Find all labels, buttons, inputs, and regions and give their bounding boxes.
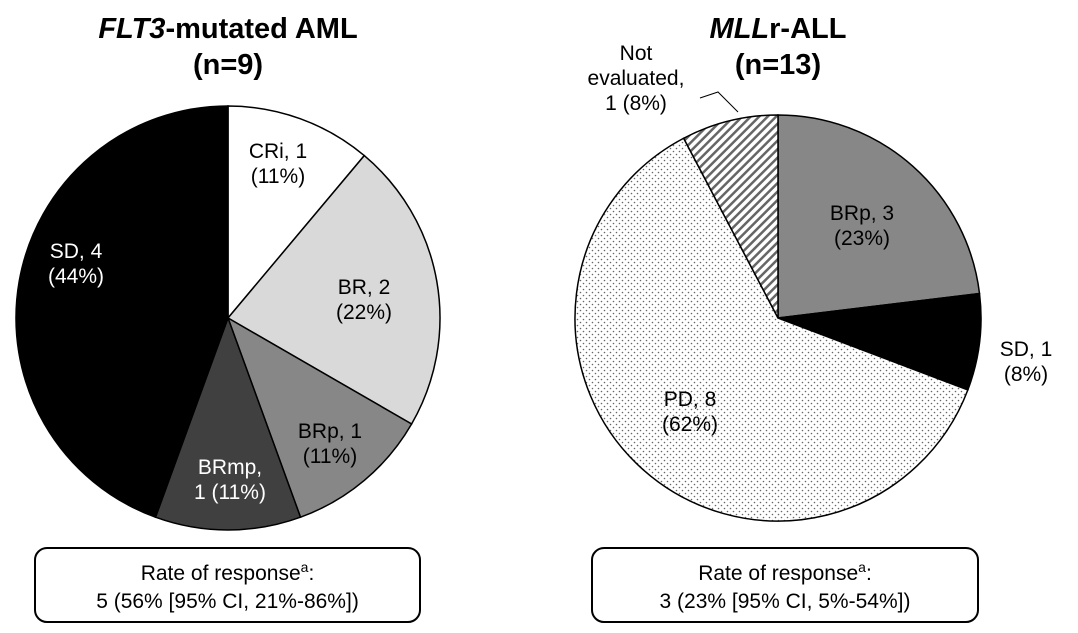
chart-title: FLT3-mutated AML (n=9) <box>98 13 357 81</box>
pie-slice <box>777 114 981 319</box>
footnote-box <box>34 547 421 623</box>
slice-label: BR, 2 (22%) <box>336 276 392 324</box>
subtitle: (n=9) <box>193 49 263 81</box>
footnote: Rate of responsea: 5 (56% [95% CI, 21%-86… <box>96 559 359 613</box>
footnote-suffix: : <box>866 562 872 585</box>
pie-slice <box>226 316 413 519</box>
subtitle: (n=13) <box>735 49 821 81</box>
pie-slice <box>154 315 302 531</box>
footnote-text: 5 (56% [95% CI, 21%-86%]) <box>96 590 359 613</box>
pie-slice <box>226 154 441 426</box>
footnote-sup: a <box>858 559 866 575</box>
footnote-sup: a <box>301 559 309 575</box>
footnote-suffix: : <box>308 562 314 585</box>
title: r-ALL <box>769 13 846 45</box>
slice-label: SD, 1 (8%) <box>1000 338 1053 386</box>
slice-label: PD, 8 (62%) <box>662 388 718 436</box>
slice-label: BRmp, 1 (11%) <box>194 456 266 504</box>
leader-line <box>699 91 739 113</box>
title-italic: MLL <box>710 13 770 45</box>
slice-label: SD, 4 (44%) <box>48 240 104 288</box>
pie-slice <box>682 114 779 319</box>
footnote: Rate of responsea: 3 (23% [95% CI, 5%-54%… <box>660 559 911 613</box>
title: -mutated AML <box>165 13 357 45</box>
footnote-text: 3 (23% [95% CI, 5%-54%]) <box>660 590 911 613</box>
slice-label: BRp, 3 (23%) <box>830 202 894 250</box>
slice-label: BRp, 1 (11%) <box>298 420 362 468</box>
pie-slice <box>574 137 969 522</box>
chart-title: MLLr-ALL (n=13) <box>710 13 847 81</box>
slice-label: Not evaluated, 1 (8%) <box>588 42 685 115</box>
footnote-label: Rate of response <box>141 562 301 585</box>
title-italic: FLT3 <box>98 13 165 45</box>
slice-label: CRi, 1 (11%) <box>249 140 307 188</box>
pie-slice <box>227 105 366 321</box>
footnote-label: Rate of response <box>698 562 858 585</box>
pie-slice <box>15 105 229 519</box>
pie-slice <box>777 292 982 391</box>
footnote-box <box>591 547 979 623</box>
